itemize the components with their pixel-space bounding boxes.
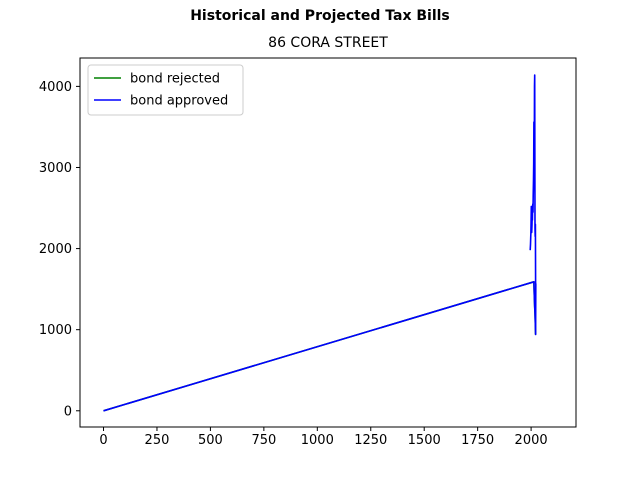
plot-frame <box>79 57 577 428</box>
y-tick-label: 3000 <box>39 161 72 176</box>
x-tick-label: 1750 <box>461 433 494 448</box>
legend: bond rejected bond approved <box>87 64 244 116</box>
series-layer <box>103 74 537 412</box>
series-line-2 <box>103 74 537 412</box>
x-tick-label: 250 <box>145 433 170 448</box>
y-tick-label: 4000 <box>39 80 72 95</box>
legend-label-1: bond rejected <box>130 72 220 87</box>
y-tick-label: 1000 <box>39 323 72 338</box>
y-tick-label: 0 <box>64 404 72 419</box>
y-tick-label: 2000 <box>39 242 72 257</box>
axis-ticks: 0 250 500 750 1000 1250 1500 1750 2000 0 1000 2000 3… <box>39 80 548 448</box>
x-tick-label: 2000 <box>515 433 548 448</box>
chart-title: 86 CORA STREET <box>268 35 388 51</box>
x-tick-label: 1500 <box>408 433 441 448</box>
x-tick-label: 0 <box>99 433 107 448</box>
x-tick-label: 500 <box>198 433 223 448</box>
x-tick-label: 750 <box>251 433 276 448</box>
legend-box <box>87 64 244 116</box>
x-tick-label: 1000 <box>301 433 334 448</box>
x-tick-label: 1250 <box>354 433 387 448</box>
figure-suptitle: Historical and Projected Tax Bills <box>190 8 450 24</box>
legend-label-2: bond approved <box>130 94 228 109</box>
